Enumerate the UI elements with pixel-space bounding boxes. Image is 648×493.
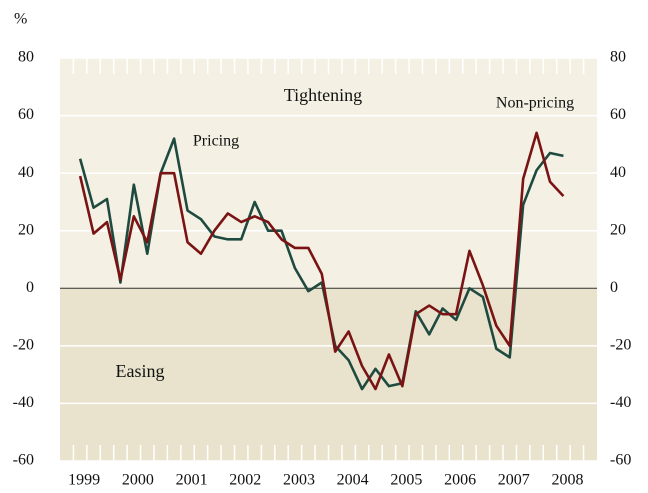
x-tick-label: 2004 bbox=[337, 472, 369, 489]
x-tick-label: 2007 bbox=[498, 472, 530, 489]
y2-tick-label: 60 bbox=[610, 106, 626, 123]
y-tick-label: -20 bbox=[13, 337, 34, 354]
x-tick-label: 1999 bbox=[68, 472, 100, 489]
x-tick-label: 2002 bbox=[229, 472, 261, 489]
y2-tick-label: -40 bbox=[610, 394, 631, 411]
x-tick-label: 2008 bbox=[551, 472, 583, 489]
y2-tick-label: 40 bbox=[610, 164, 626, 181]
unit-label: % bbox=[14, 11, 27, 28]
series-line bbox=[78, 131, 565, 391]
y-tick-label: -60 bbox=[13, 452, 34, 469]
annotation: Easing bbox=[116, 361, 165, 381]
y-tick-label: 20 bbox=[18, 221, 34, 238]
x-tick-label: 2003 bbox=[283, 472, 315, 489]
y-tick-label: 40 bbox=[18, 164, 34, 181]
x-tick-label: 2006 bbox=[444, 472, 476, 489]
x-tick-label: 2005 bbox=[390, 472, 422, 489]
series-label: Non-pricing bbox=[496, 95, 574, 112]
y2-tick-label: 0 bbox=[610, 279, 618, 296]
y2-tick-label: 80 bbox=[610, 49, 626, 66]
y-tick-label: 80 bbox=[18, 49, 34, 66]
y2-tick-label: -20 bbox=[610, 337, 631, 354]
y-tick-label: -40 bbox=[13, 394, 34, 411]
y2-tick-label: -60 bbox=[610, 452, 631, 469]
x-tick-label: 2000 bbox=[122, 472, 154, 489]
x-tick-label: 2001 bbox=[176, 472, 208, 489]
y2-tick-label: 20 bbox=[610, 221, 626, 238]
annotation: Tightening bbox=[284, 85, 362, 105]
y-tick-label: 60 bbox=[18, 106, 34, 123]
series-label: Pricing bbox=[193, 133, 239, 150]
y-tick-label: 0 bbox=[26, 279, 34, 296]
